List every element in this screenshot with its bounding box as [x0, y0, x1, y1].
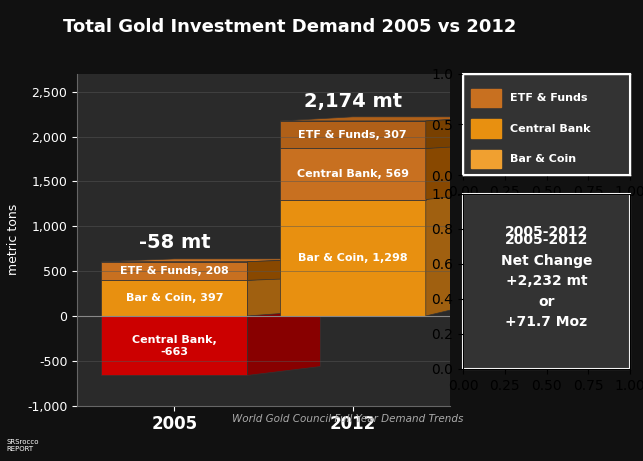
Polygon shape: [248, 275, 320, 316]
Bar: [102, 280, 248, 316]
Text: World Gold Council Full Year Demand Trends: World Gold Council Full Year Demand Tren…: [231, 414, 463, 424]
Text: SRSrocco
REPORT: SRSrocco REPORT: [6, 439, 39, 452]
Polygon shape: [280, 117, 499, 121]
Polygon shape: [280, 182, 499, 200]
Bar: [280, 200, 426, 316]
Text: Central Bank: Central Bank: [510, 124, 590, 134]
Polygon shape: [248, 259, 320, 280]
Text: 2005-2012: 2005-2012: [505, 225, 588, 239]
Bar: [471, 119, 502, 138]
Bar: [471, 89, 502, 107]
Text: Central Bank, 569: Central Bank, 569: [297, 169, 409, 179]
Polygon shape: [102, 275, 320, 280]
Bar: [280, 121, 426, 148]
Text: ETF & Funds, 307: ETF & Funds, 307: [298, 130, 407, 140]
Text: Central Bank,
-663: Central Bank, -663: [132, 335, 217, 356]
Polygon shape: [426, 141, 499, 200]
Y-axis label: metric tons: metric tons: [7, 204, 20, 275]
Text: ETF & Funds, 208: ETF & Funds, 208: [120, 266, 229, 276]
Text: ETF & Funds: ETF & Funds: [510, 93, 587, 103]
Polygon shape: [248, 307, 320, 375]
Polygon shape: [102, 259, 320, 262]
Text: 2005-2012
Net Change
+2,232 mt
or
+71.7 Moz: 2005-2012 Net Change +2,232 mt or +71.7 …: [501, 233, 592, 330]
Bar: [280, 148, 426, 200]
Text: -58 mt: -58 mt: [139, 233, 210, 252]
Text: Bar & Coin, 397: Bar & Coin, 397: [125, 293, 223, 303]
Text: Total Gold Investment Demand 2005 vs 2012: Total Gold Investment Demand 2005 vs 201…: [62, 18, 516, 36]
Bar: [102, 316, 248, 375]
Text: Bar & Coin, 1,298: Bar & Coin, 1,298: [298, 253, 408, 263]
Polygon shape: [426, 117, 499, 148]
Polygon shape: [426, 182, 499, 316]
Bar: [102, 262, 248, 280]
Polygon shape: [280, 141, 499, 148]
Bar: [471, 150, 502, 168]
Text: Bar & Coin: Bar & Coin: [510, 154, 576, 164]
Text: 2,174 mt: 2,174 mt: [303, 92, 402, 111]
